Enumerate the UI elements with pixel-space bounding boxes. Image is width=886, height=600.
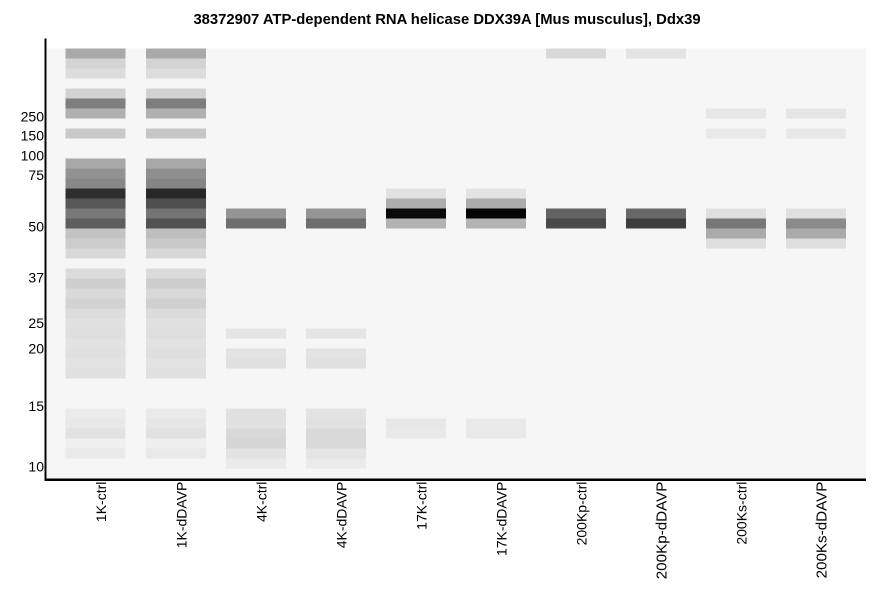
svg-text:15: 15: [28, 398, 44, 414]
svg-text:200Ks-dDAVP: 200Ks-dDAVP: [814, 482, 831, 579]
svg-text:250: 250: [21, 109, 45, 125]
svg-text:200Kp-dDAVP: 200Kp-dDAVP: [654, 482, 671, 580]
svg-text:17K-ctrl: 17K-ctrl: [413, 482, 429, 530]
svg-text:4K-dDAVP: 4K-dDAVP: [333, 482, 349, 549]
svg-text:1K-dDAVP: 1K-dDAVP: [173, 482, 189, 549]
svg-text:20: 20: [28, 341, 44, 357]
svg-text:38372907 ATP-dependent RNA hel: 38372907 ATP-dependent RNA helicase DDX3…: [193, 12, 700, 28]
svg-text:200Ks-ctrl: 200Ks-ctrl: [734, 482, 750, 545]
svg-text:150: 150: [21, 128, 45, 144]
svg-text:4K-ctrl: 4K-ctrl: [253, 482, 269, 522]
svg-text:75: 75: [28, 167, 44, 183]
svg-text:100: 100: [21, 148, 45, 164]
svg-text:25: 25: [28, 315, 44, 331]
svg-text:17K-dDAVP: 17K-dDAVP: [494, 482, 510, 556]
svg-text:10: 10: [28, 459, 44, 475]
svg-text:37: 37: [28, 269, 44, 285]
svg-text:1K-ctrl: 1K-ctrl: [93, 482, 109, 522]
svg-text:50: 50: [28, 219, 44, 235]
svg-text:200Kp-ctrl: 200Kp-ctrl: [574, 482, 590, 546]
